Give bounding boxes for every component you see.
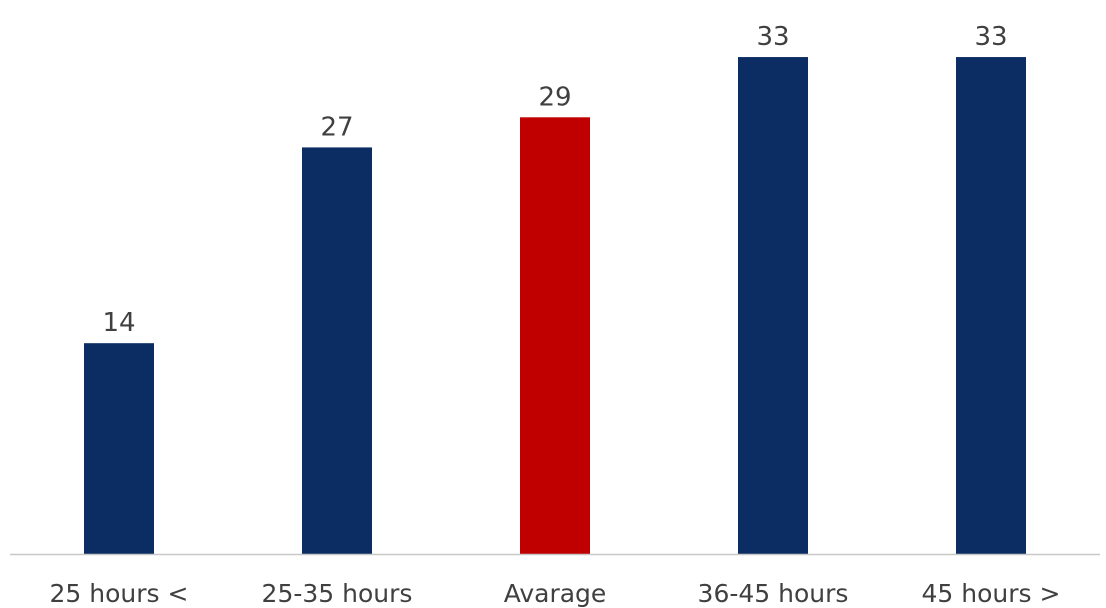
data-label-0: 14 — [102, 308, 135, 338]
bars-group — [84, 57, 1026, 555]
data-label-3: 33 — [756, 22, 789, 52]
bar-2 — [520, 117, 590, 554]
value-labels-group: 14 27 29 33 33 — [102, 22, 1007, 338]
data-label-2: 29 — [538, 82, 571, 112]
data-label-4: 33 — [974, 22, 1007, 52]
bar-1 — [302, 147, 372, 555]
category-label-0: 25 hours < — [50, 579, 189, 608]
bar-4 — [956, 57, 1026, 554]
bar-3 — [738, 57, 808, 554]
category-labels-group: 25 hours < 25-35 hours Avarage 36-45 hours 4… — [50, 579, 1061, 608]
category-label-2: Avarage — [504, 579, 607, 608]
data-label-1: 27 — [320, 112, 353, 142]
category-label-1: 25-35 hours — [262, 579, 413, 608]
category-label-3: 36-45 hours — [698, 579, 849, 608]
category-label-4: 45 hours > — [922, 579, 1061, 608]
bar-0 — [84, 343, 154, 554]
